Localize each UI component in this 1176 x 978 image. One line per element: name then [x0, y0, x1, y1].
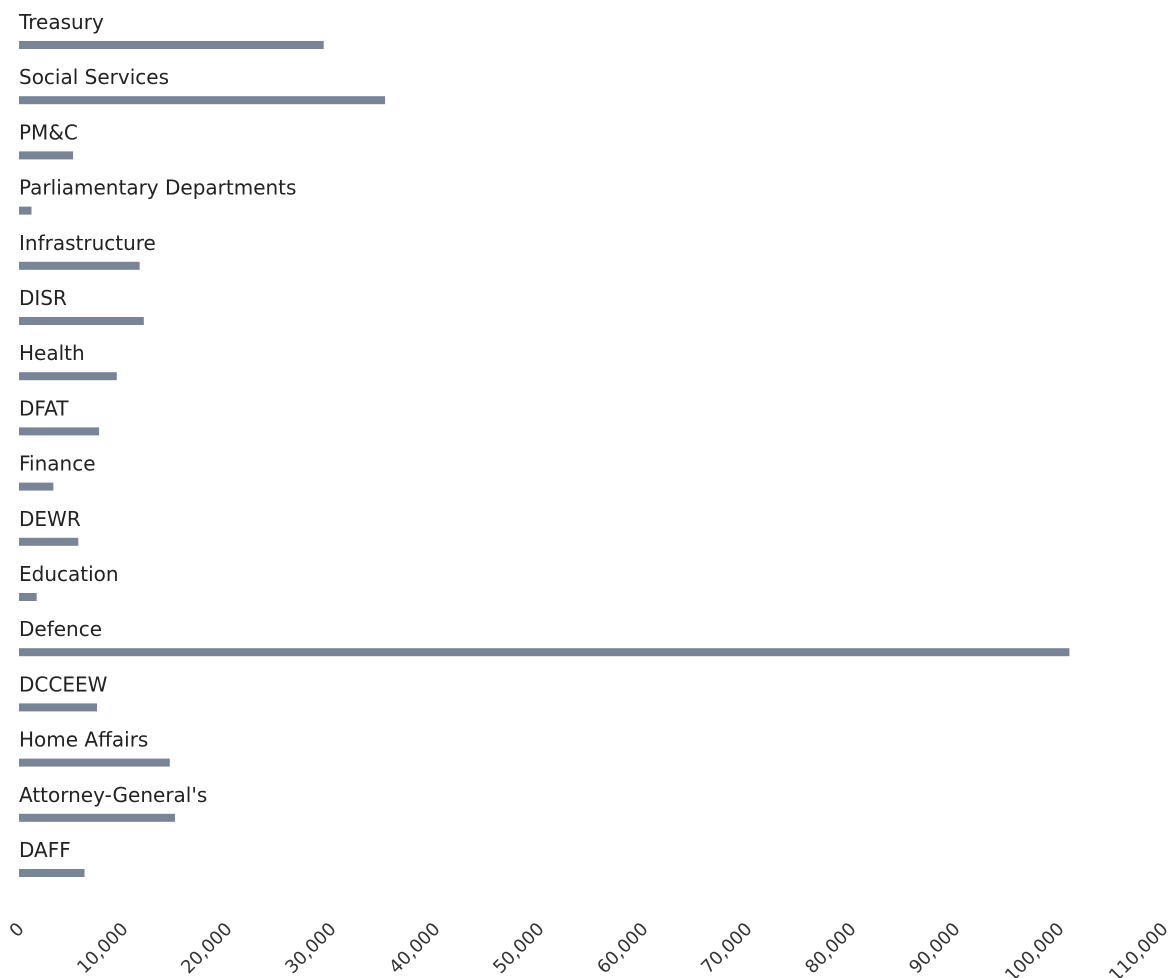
x-tick-label: 30,000 [281, 919, 340, 978]
bar [19, 261, 140, 270]
category-label: DFAT [19, 396, 69, 420]
bar [19, 593, 37, 601]
category-label: DAFF [19, 838, 71, 862]
category-label: PM&C [19, 120, 78, 144]
x-tick-label: 60,000 [593, 919, 652, 978]
category-label: Health [19, 341, 85, 365]
x-tick-label: 10,000 [73, 919, 132, 978]
bar [19, 703, 97, 712]
x-tick-label: 40,000 [385, 919, 444, 978]
x-tick-label: 100,000 [1001, 919, 1068, 978]
x-tick-label: 80,000 [801, 919, 860, 978]
x-tick-label: 90,000 [905, 919, 964, 978]
bar [19, 151, 74, 160]
category-label: DCCEEW [19, 672, 108, 696]
x-tick-label: 0 [6, 919, 29, 942]
x-tick-label: 70,000 [697, 919, 756, 978]
bar [19, 96, 386, 105]
category-label: Home Affairs [19, 728, 148, 752]
bar [19, 482, 54, 491]
bar [19, 41, 324, 49]
bar [19, 206, 32, 215]
category-label: Infrastructure [19, 231, 156, 255]
x-tick-label: 110,000 [1105, 919, 1172, 978]
category-label: DEWR [19, 507, 81, 531]
category-label: Parliamentary Departments [19, 176, 296, 200]
bar [19, 758, 170, 767]
category-label: Education [19, 562, 119, 586]
x-tick-label: 20,000 [177, 919, 236, 978]
bar [19, 317, 144, 325]
bar [19, 648, 1070, 657]
bar [19, 869, 85, 877]
category-label: DISR [19, 286, 67, 310]
bar [19, 427, 100, 436]
bar [19, 372, 117, 381]
category-label: Finance [19, 452, 96, 476]
category-label: Defence [19, 617, 102, 641]
bar [19, 537, 79, 546]
category-label: Social Services [19, 65, 169, 89]
category-label: Treasury [18, 10, 104, 34]
bar [19, 813, 175, 822]
x-tick-label: 50,000 [489, 919, 548, 978]
category-label: Attorney-General's [19, 783, 207, 807]
